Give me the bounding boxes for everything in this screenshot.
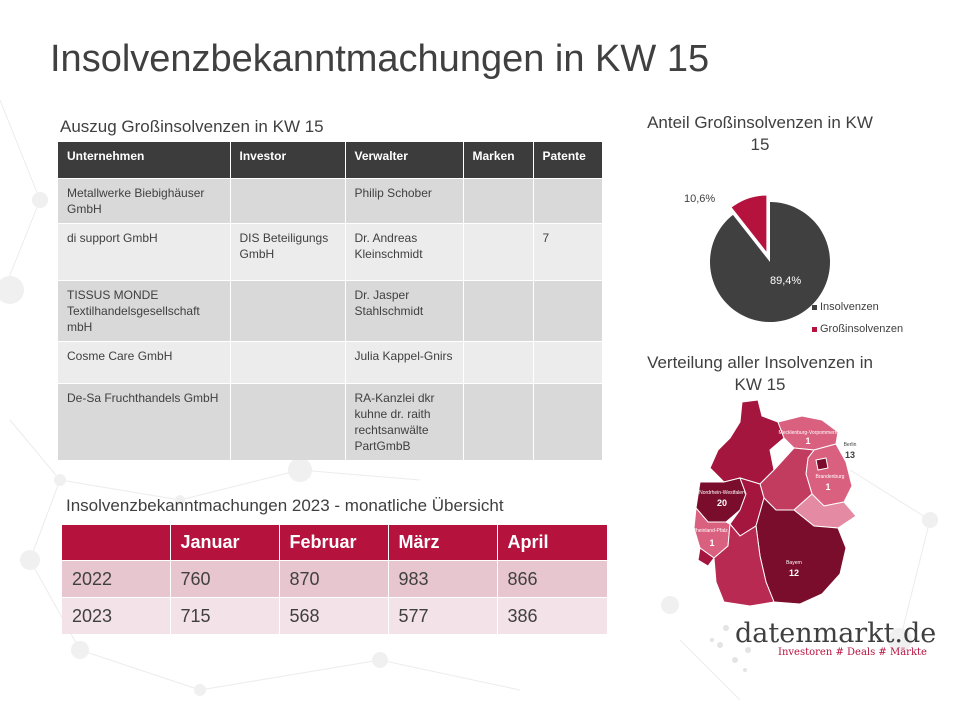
- table-row: 2023 715 568 577 386: [62, 597, 608, 634]
- legend-item: Großinsolvenzen: [812, 323, 903, 335]
- column-header: April: [497, 525, 608, 561]
- table-cell: [533, 383, 603, 460]
- map-region-name: Berlin: [844, 442, 857, 448]
- table-cell: RA-Kanzlei dkr kuhne dr. raith rechtsanw…: [345, 383, 464, 460]
- legend-label: Großinsolvenzen: [820, 323, 904, 335]
- table-cell: Metallwerke Biebighäuser GmbH: [58, 178, 231, 224]
- pie-value-label: 89,4%: [770, 275, 802, 287]
- table-cell: [533, 280, 603, 342]
- column-header: März: [388, 525, 498, 561]
- table-cell: Dr. Jasper Stahlschmidt: [345, 280, 464, 342]
- germany-map: Mecklenburg-Vorpommern 1 Berlin 13 Brand…: [692, 399, 857, 607]
- table-cell: DIS Beteiligungs GmbH: [230, 223, 346, 281]
- table-cell: 577: [388, 597, 498, 634]
- legend-item: Insolvenzen: [812, 301, 879, 313]
- table-cell: [230, 280, 346, 342]
- column-header: [62, 525, 171, 561]
- table-cell: 386: [497, 597, 608, 634]
- table-cell: [463, 178, 534, 224]
- table-cell: [230, 383, 346, 460]
- table-cell: TISSUS MONDE Textilhandelsgesellschaft m…: [58, 280, 231, 342]
- table-cell: De-Sa Fruchthandels GmbH: [58, 383, 231, 460]
- column-header: Marken: [463, 142, 534, 179]
- brand-logo: datenmarkt.de: [735, 618, 937, 649]
- pie-slice-insolvenzen: [709, 202, 830, 322]
- map-region-name: Brandenburg: [816, 474, 845, 480]
- table-cell: [463, 383, 534, 460]
- monthly-overview-table: Januar Februar März April 2022 760 870 9…: [62, 525, 608, 634]
- column-header: Unternehmen: [58, 142, 231, 179]
- column-header: Verwalter: [345, 142, 464, 179]
- map-region-value: 20: [717, 498, 727, 508]
- legend-swatch: [812, 304, 817, 310]
- column-header: Investor: [230, 142, 346, 179]
- table-row: De-Sa Fruchthandels GmbH RA-Kanzlei dkr …: [58, 383, 603, 460]
- table-header-row: Unternehmen Investor Verwalter Marken Pa…: [58, 142, 603, 179]
- map-region-name: Bayern: [786, 560, 802, 566]
- table-cell: [463, 280, 534, 342]
- table-cell: Dr. Andreas Kleinschmidt: [345, 223, 464, 281]
- map-region-saarland: [697, 547, 715, 567]
- table-cell: 7: [533, 223, 603, 281]
- table-cell: [533, 341, 603, 384]
- column-header: Patente: [533, 142, 603, 179]
- table-cell: Philip Schober: [345, 178, 464, 224]
- table-header-row: Januar Februar März April: [62, 525, 608, 561]
- table-cell: 983: [388, 560, 498, 598]
- table-row: di support GmbH DIS Beteiligungs GmbH Dr…: [58, 223, 603, 281]
- map-region-value: 1: [709, 538, 714, 548]
- table-cell: Julia Kappel-Gnirs: [345, 341, 464, 384]
- map-region-name: Mecklenburg-Vorpommern: [779, 430, 838, 436]
- table-cell: Cosme Care GmbH: [58, 341, 231, 384]
- map-region-value: 12: [789, 568, 799, 578]
- table-cell: [463, 341, 534, 384]
- large-insolvencies-table: Unternehmen Investor Verwalter Marken Pa…: [58, 142, 603, 460]
- table-row: Metallwerke Biebighäuser GmbH Philip Sch…: [58, 178, 603, 224]
- map-region-baden-wuerttemberg: [713, 522, 775, 607]
- table-row: TISSUS MONDE Textilhandelsgesellschaft m…: [58, 280, 603, 342]
- pie-chart: [709, 193, 830, 322]
- map-region-value: 1: [805, 436, 810, 446]
- table-cell: [230, 178, 346, 224]
- table-cell: 2022: [62, 560, 171, 598]
- legend-label: Insolvenzen: [820, 301, 879, 313]
- table2-heading: Insolvenzbekanntmachungen 2023 - monatli…: [66, 496, 504, 515]
- map-region-value: 1: [825, 482, 830, 492]
- table-cell: [463, 223, 534, 281]
- table-cell: [230, 341, 346, 384]
- table-cell: di support GmbH: [58, 223, 231, 281]
- column-header: Januar: [170, 525, 280, 561]
- map-region-name: Nordrhein-Westfalen: [699, 490, 745, 496]
- map-region-berlin: [815, 457, 829, 471]
- table-cell: 760: [170, 560, 280, 598]
- table-row: Cosme Care GmbH Julia Kappel-Gnirs: [58, 341, 603, 384]
- legend-swatch: [812, 326, 817, 332]
- map-region-value: 13: [845, 450, 855, 460]
- map-title: Verteilung aller Insolvenzen in KW 15: [647, 353, 873, 394]
- table1-heading: Auszug Großinsolvenzen in KW 15: [60, 117, 324, 136]
- table-cell: 715: [170, 597, 280, 634]
- pie-slice-grossinsolvenzen: [728, 193, 769, 258]
- table-cell: 870: [279, 560, 389, 598]
- table-row: 2022 760 870 983 866: [62, 560, 608, 598]
- table-cell: [533, 178, 603, 224]
- pie-value-label: 10,6%: [684, 193, 716, 205]
- brand-tagline: Investoren # Deals # Märkte: [778, 647, 927, 658]
- table-cell: 2023: [62, 597, 171, 634]
- table-cell: 568: [279, 597, 389, 634]
- column-header: Februar: [279, 525, 389, 561]
- map-region-name: Rheinland-Pfalz: [692, 528, 728, 534]
- table-cell: 866: [497, 560, 608, 598]
- page-title: Insolvenzbekanntmachungen in KW 15: [50, 38, 710, 80]
- pie-chart-title: Anteil Großinsolvenzen in KW 15: [647, 113, 873, 154]
